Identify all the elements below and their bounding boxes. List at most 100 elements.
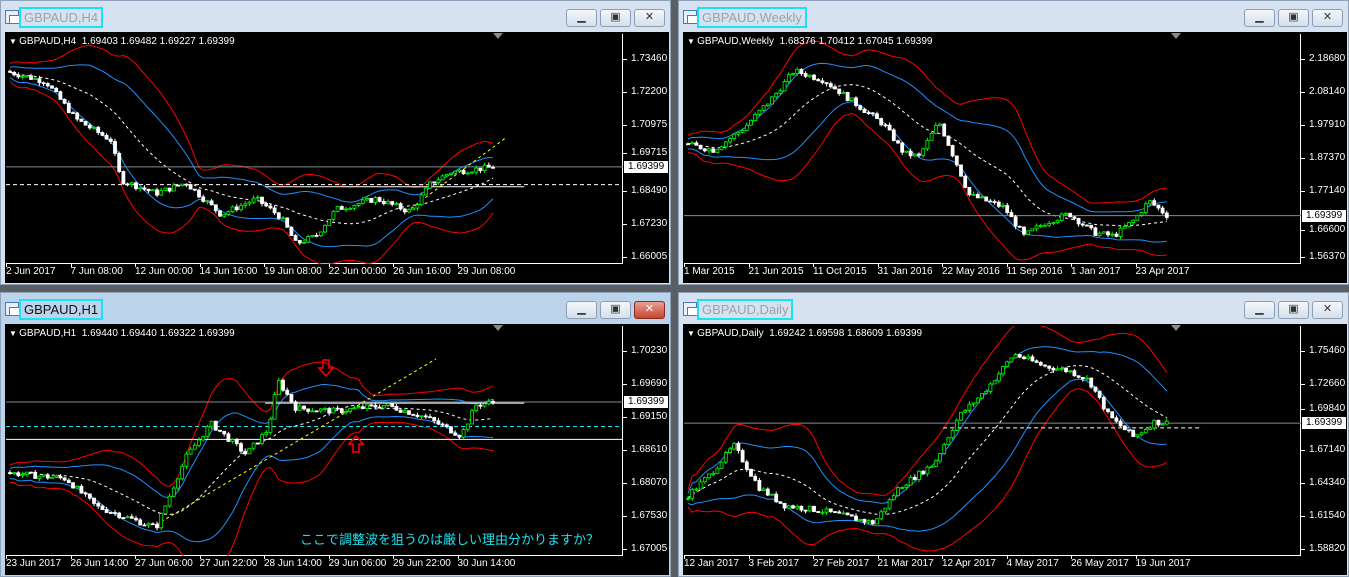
chart-window-h4[interactable]: GBPAUD,H4 ▁ ▣ ✕ GBPAUD,H4 1.69403 1.69482 1.… — [0, 0, 671, 285]
candle — [352, 405, 357, 410]
candle — [381, 198, 386, 206]
candle — [129, 513, 134, 519]
candle — [828, 508, 833, 514]
candle — [954, 418, 959, 432]
candle — [1043, 364, 1047, 368]
maximize-button[interactable]: ▣ — [1278, 9, 1309, 27]
candle — [465, 171, 470, 175]
candle — [866, 519, 871, 525]
candle — [398, 409, 403, 413]
chart-window-icon — [5, 302, 20, 316]
time-axis-label: 26 Jun 16:00 — [393, 263, 451, 277]
minimize-icon: ▁ — [1255, 11, 1264, 23]
lower-inner-band — [687, 101, 1167, 243]
candle — [79, 118, 84, 123]
window-title: GBPAUD,H4 — [19, 7, 104, 28]
price-chart[interactable]: GBPAUD,Daily 1.69242 1.69598 1.68609 1.6… — [683, 324, 1347, 575]
candle — [66, 478, 71, 484]
candle — [243, 448, 248, 456]
candle — [1127, 429, 1131, 433]
candle — [1101, 231, 1106, 234]
chart-window-daily[interactable]: GBPAUD,Daily ▁ ▣ ✕ GBPAUD,Daily 1.69242 1.69… — [678, 292, 1349, 577]
candle — [138, 518, 143, 526]
title-bar[interactable]: GBPAUD,Weekly ▁ ▣ ✕ — [679, 1, 1348, 32]
minimize-button[interactable]: ▁ — [566, 9, 597, 27]
candle — [723, 450, 728, 464]
candle — [841, 510, 846, 515]
candle — [774, 92, 779, 99]
candle — [925, 137, 930, 152]
candle — [795, 504, 800, 511]
title-bar[interactable]: GBPAUD,H1 ▁ ▣ ✕ — [1, 293, 670, 324]
candle — [912, 153, 917, 157]
candle — [1089, 224, 1094, 231]
candle — [757, 109, 762, 116]
price-axis-label: 1.72200 — [622, 86, 668, 97]
candle — [1148, 426, 1152, 431]
candle — [411, 413, 416, 416]
candle — [1068, 370, 1073, 374]
minimize-button[interactable]: ▁ — [1244, 9, 1275, 27]
minimize-button[interactable]: ▁ — [566, 301, 597, 319]
chart-shift-marker[interactable] — [493, 325, 503, 331]
minimize-button[interactable]: ▁ — [1244, 301, 1275, 319]
title-bar[interactable]: GBPAUD,H4 ▁ ▣ ✕ — [1, 1, 670, 32]
candle — [159, 188, 164, 196]
candle — [24, 471, 29, 477]
candle — [247, 200, 252, 206]
close-button[interactable]: ✕ — [1312, 9, 1343, 27]
candle — [402, 407, 407, 414]
candle — [197, 437, 201, 448]
candle — [293, 234, 298, 241]
chart-shift-marker[interactable] — [1171, 33, 1181, 39]
maximize-button[interactable]: ▣ — [600, 301, 631, 319]
candles-plot — [684, 40, 1301, 261]
candle — [938, 452, 942, 464]
candle — [988, 382, 993, 394]
chart-header-ohlc: GBPAUD,H1 1.69440 1.69440 1.69322 1.6939… — [9, 328, 235, 339]
candle — [1059, 212, 1064, 222]
chart-shift-marker[interactable] — [493, 33, 503, 39]
trend-line — [155, 358, 437, 526]
candle — [474, 165, 479, 175]
close-button[interactable]: ✕ — [634, 301, 665, 319]
candle — [230, 438, 235, 444]
chart-window-weekly[interactable]: GBPAUD,Weekly ▁ ▣ ✕ GBPAUD,Weekly 1.68376 1.… — [678, 0, 1349, 285]
candle — [365, 196, 369, 202]
candle — [318, 231, 323, 238]
price-axis-label: 1.69840 — [1300, 403, 1346, 415]
close-button[interactable]: ✕ — [1312, 301, 1343, 319]
candle — [896, 486, 900, 497]
candle — [16, 72, 21, 79]
candle — [1135, 214, 1140, 221]
price-chart[interactable]: GBPAUD,Weekly 1.68376 1.70412 1.67045 1.… — [683, 32, 1347, 283]
candle — [444, 423, 449, 429]
candle — [715, 466, 720, 474]
chart-window-h1[interactable]: GBPAUD,H1 ▁ ▣ ✕ GBPAUD,H1 1.69440 1.69440 1.… — [0, 292, 671, 577]
price-axis-label: 1.70975 — [622, 119, 668, 130]
candle — [381, 405, 386, 409]
title-bar[interactable]: GBPAUD,Daily ▁ ▣ ✕ — [679, 293, 1348, 324]
candle — [799, 505, 804, 513]
candle — [770, 95, 774, 105]
candle — [436, 417, 441, 425]
price-chart[interactable]: GBPAUD,H1 1.69440 1.69440 1.69322 1.6939… — [5, 324, 669, 575]
candle — [377, 404, 382, 409]
candle — [1072, 368, 1077, 377]
chart-shift-marker[interactable] — [1171, 325, 1181, 331]
price-chart[interactable]: GBPAUD,H4 1.69403 1.69482 1.69227 1.6939… — [5, 32, 669, 283]
maximize-button[interactable]: ▣ — [600, 9, 631, 27]
candle — [1013, 352, 1018, 359]
candle — [444, 174, 449, 178]
candle — [736, 131, 741, 137]
time-axis-label: 28 Jun 14:00 — [264, 555, 322, 569]
price-axis-label: 1.58820 — [1300, 543, 1346, 554]
candle — [20, 75, 25, 80]
close-button[interactable]: ✕ — [634, 9, 665, 27]
candle — [50, 476, 54, 479]
candle — [239, 202, 243, 212]
candle — [854, 96, 858, 108]
candle — [167, 493, 172, 508]
price-axis-label: 1.77140 — [1300, 185, 1346, 196]
maximize-button[interactable]: ▣ — [1278, 301, 1309, 319]
